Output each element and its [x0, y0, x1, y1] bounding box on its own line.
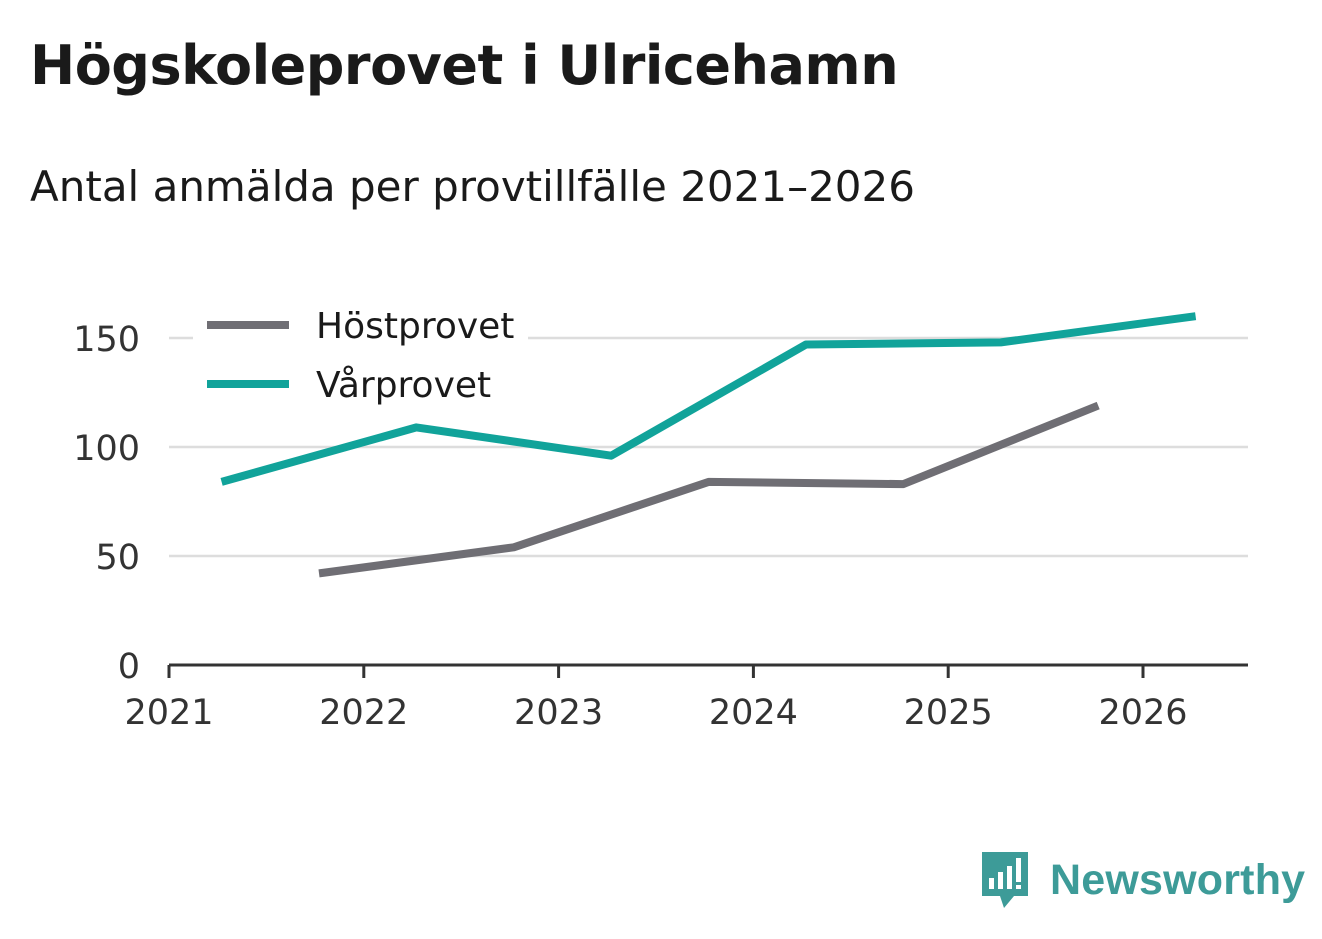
chart-subtitle: Antal anmälda per provtillfälle 2021–202…: [30, 162, 915, 211]
bar-chart-speech-bubble-icon: [982, 852, 1028, 908]
y-tick-label: 50: [95, 538, 140, 578]
legend: Höstprovet Vårprovet: [193, 298, 528, 416]
y-tick-label: 150: [73, 320, 140, 360]
legend-label-var: Vårprovet: [316, 365, 491, 406]
x-tick-label: 2026: [1098, 693, 1187, 733]
legend-label-host: Höstprovet: [316, 306, 514, 347]
brand-name: Newsworthy: [1050, 855, 1306, 904]
x-tick-label: 2021: [124, 693, 213, 733]
newsworthy-logo: Newsworthy: [980, 850, 1305, 910]
series-line-var: [220, 312, 1197, 486]
x-tick-label: 2022: [319, 693, 408, 733]
x-tick-label: 2025: [904, 693, 993, 733]
series-lines: [220, 312, 1197, 578]
chart-title: Högskoleprovet i Ulricehamn: [30, 34, 899, 97]
legend-background: [193, 298, 528, 416]
x-tick-label: 2024: [709, 693, 798, 733]
axes: 0 50 100 150 2021 2022 2023 2024 2025 2026: [73, 320, 1248, 733]
y-tick-label: 0: [118, 647, 140, 687]
x-tick-label: 2023: [514, 693, 603, 733]
y-tick-label: 100: [73, 429, 140, 469]
